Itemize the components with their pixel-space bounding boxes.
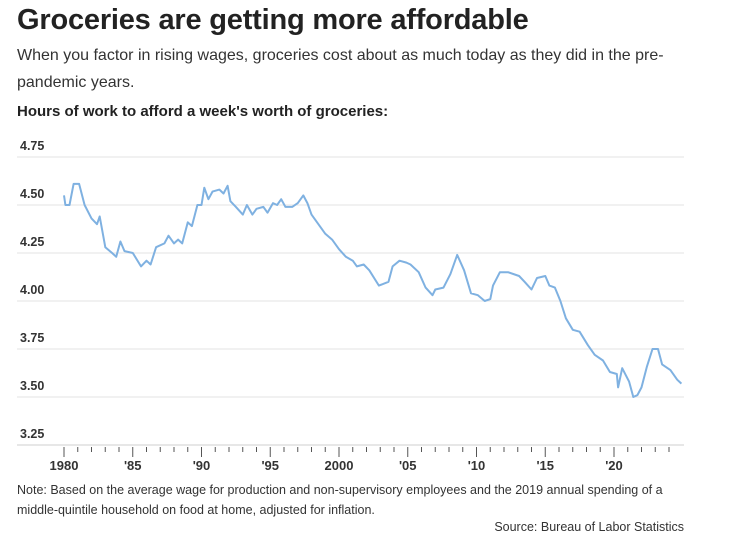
chart-subtitle: When you factor in rising wages, groceri… [17,47,664,91]
x-tick-label: '90 [193,458,211,473]
chart-title: Groceries are getting more affordable [17,4,529,36]
x-tick-label: '05 [399,458,417,473]
x-tick-label: '20 [605,458,623,473]
line-chart: 3.25 3.50 3.75 4.00 4.25 4.50 4.75 1980 '85 '90 '9… [17,139,684,473]
y-tick-label: 3.25 [20,427,44,441]
y-tick-label: 4.50 [20,187,44,201]
chart-heading: Hours of work to afford a week's worth o… [17,103,389,120]
x-tick-label: '95 [261,458,279,473]
y-tick-label: 4.25 [20,235,44,249]
series-line [63,182,683,398]
x-tick-label: 1980 [50,458,79,473]
chart-note: Note: Based on the average wage for prod… [17,483,663,517]
chart-source: Source: Bureau of Labor Statistics [494,520,684,534]
y-tick-label: 4.75 [20,139,44,153]
x-tick-label: '85 [124,458,142,473]
y-tick-label: 3.75 [20,331,44,345]
x-tick-label: '10 [468,458,486,473]
x-tick-label: '15 [536,458,554,473]
y-tick-label: 4.00 [20,283,44,297]
x-tick-label: 2000 [325,458,354,473]
y-tick-label: 3.50 [20,379,44,393]
